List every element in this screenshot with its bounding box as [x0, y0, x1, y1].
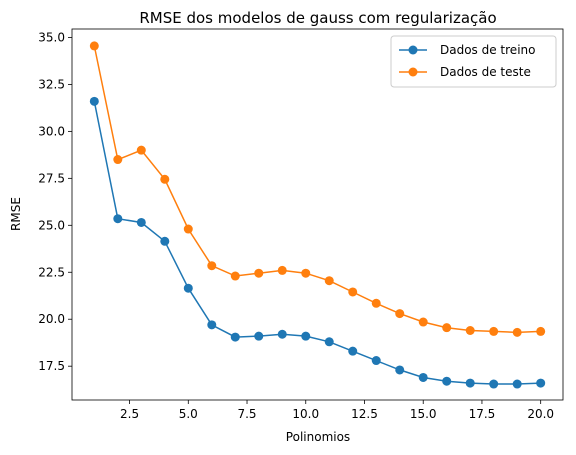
data-point-0 — [371, 356, 381, 366]
series-line-1 — [93, 45, 541, 334]
legend-box — [390, 35, 557, 88]
data-point-1 — [89, 41, 99, 51]
x-tick-label: 2.5 — [120, 407, 139, 421]
data-point-1 — [136, 145, 146, 155]
data-point-1 — [512, 327, 522, 337]
data-point-0 — [89, 96, 99, 106]
x-tick-label: 12.5 — [351, 407, 378, 421]
x-tick-label: 7.5 — [237, 407, 256, 421]
data-point-0 — [395, 365, 405, 375]
data-point-0 — [277, 329, 287, 339]
data-point-0 — [418, 372, 428, 382]
data-point-0 — [442, 376, 452, 386]
legend-marker-test — [408, 67, 418, 77]
data-point-0 — [113, 214, 123, 224]
y-tick-label: 17.5 — [38, 359, 65, 373]
data-point-1 — [183, 224, 193, 234]
data-point-0 — [254, 331, 264, 341]
data-point-0 — [489, 379, 499, 389]
data-point-0 — [536, 378, 546, 388]
data-point-0 — [207, 320, 217, 330]
data-point-0 — [348, 346, 358, 356]
data-point-1 — [489, 326, 499, 336]
data-point-1 — [395, 309, 405, 319]
x-tick-label: 20.0 — [527, 407, 554, 421]
data-point-1 — [207, 261, 217, 271]
axes-frame — [71, 28, 564, 401]
y-tick-label: 25.0 — [38, 218, 65, 232]
legend-label-train: Dados de treino — [440, 43, 535, 57]
data-point-0 — [301, 331, 311, 341]
data-point-1 — [418, 317, 428, 327]
y-tick-label: 20.0 — [38, 312, 65, 326]
data-point-1 — [277, 265, 287, 275]
x-axis-label: Polinomios — [286, 430, 350, 444]
data-point-1 — [301, 268, 311, 278]
y-tick-label: 30.0 — [38, 124, 65, 138]
data-point-1 — [113, 155, 123, 165]
x-tick-label: 10.0 — [292, 407, 319, 421]
data-point-1 — [442, 323, 452, 333]
data-point-0 — [183, 283, 193, 293]
data-point-1 — [160, 174, 170, 184]
data-point-0 — [230, 332, 240, 342]
data-point-0 — [512, 379, 522, 389]
y-tick-label: 35.0 — [38, 30, 65, 44]
y-tick-label: 27.5 — [38, 171, 65, 185]
y-axis-label: RMSE — [9, 197, 23, 231]
data-point-1 — [465, 325, 475, 335]
axis-ticks: 2.5 5.0 7.5 10.0 12.5 15.0 17.5 20.0 17.5 20.0 22.… — [38, 30, 554, 421]
legend-label-test: Dados de teste — [440, 65, 531, 79]
data-point-1 — [348, 287, 358, 297]
x-tick-label: 15.0 — [410, 407, 437, 421]
x-tick-label: 5.0 — [179, 407, 198, 421]
y-tick-label: 22.5 — [38, 265, 65, 279]
data-point-0 — [160, 236, 170, 246]
x-tick-label: 17.5 — [469, 407, 496, 421]
data-point-0 — [324, 337, 334, 347]
legend: Dados de treino Dados de teste — [390, 35, 557, 88]
data-point-1 — [324, 276, 334, 286]
data-point-0 — [465, 378, 475, 388]
legend-marker-train — [408, 45, 418, 55]
data-point-1 — [230, 271, 240, 281]
data-point-0 — [136, 217, 146, 227]
plot-area — [89, 41, 546, 389]
data-point-1 — [536, 326, 546, 336]
y-tick-label: 32.5 — [38, 77, 65, 91]
data-point-1 — [254, 268, 264, 278]
data-point-1 — [371, 298, 381, 308]
chart-title: RMSE dos modelos de gauss com regulariza… — [139, 9, 496, 27]
